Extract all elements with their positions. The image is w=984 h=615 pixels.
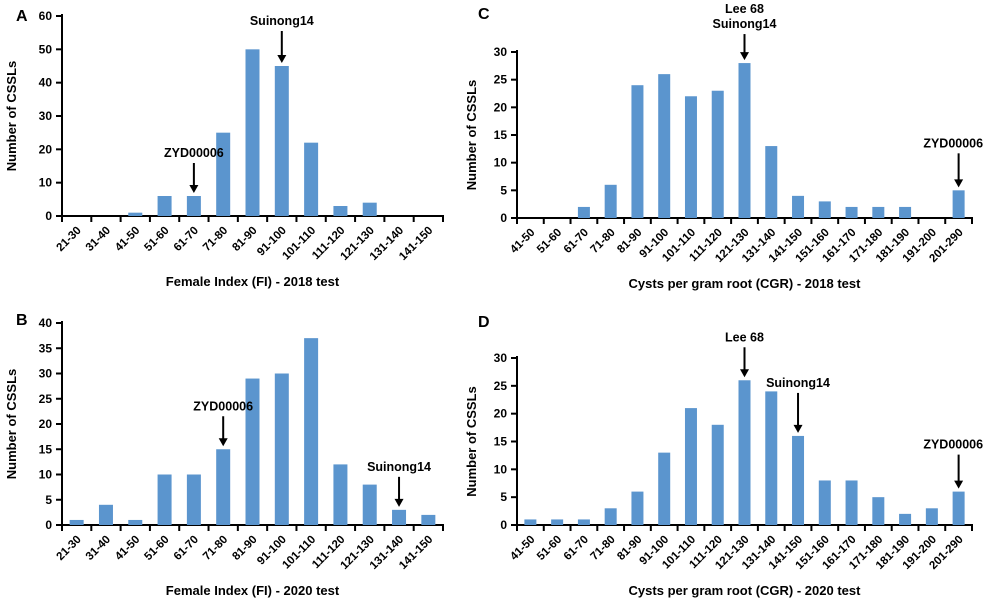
svg-text:50: 50	[39, 42, 53, 56]
panel-label-c: C	[478, 6, 490, 23]
svg-text:21-30: 21-30	[54, 534, 83, 563]
svg-text:25: 25	[494, 379, 508, 393]
svg-text:71-80: 71-80	[589, 227, 618, 256]
svg-text:ZYD00006: ZYD00006	[923, 438, 983, 452]
svg-text:61-70: 61-70	[172, 534, 201, 563]
svg-text:20: 20	[494, 407, 508, 421]
svg-text:Number of CSSLs: Number of CSSLs	[4, 61, 19, 172]
svg-text:5: 5	[45, 493, 52, 507]
svg-text:ZYD00006: ZYD00006	[923, 136, 983, 150]
svg-text:Cysts per gram root (CGR) -: Cysts per gram root (CGR) - 2018 test	[629, 276, 862, 291]
histogram-fi-2018: 0 10 20 30 40 50 60 21-30 31-40 41-50 51-60 61-70 71…	[4, 9, 444, 289]
svg-text:61-70: 61-70	[562, 534, 591, 563]
panel-label-d: D	[478, 314, 490, 331]
panel-label-a: A	[16, 8, 28, 25]
svg-text:51-60: 51-60	[535, 534, 564, 563]
svg-text:31-40: 31-40	[84, 534, 113, 563]
svg-text:0: 0	[45, 209, 52, 223]
svg-text:20: 20	[39, 417, 53, 431]
svg-text:71-80: 71-80	[201, 225, 230, 254]
svg-text:Suinong14: Suinong14	[766, 376, 830, 390]
svg-text:25: 25	[494, 73, 508, 87]
svg-text:0: 0	[45, 518, 52, 532]
svg-text:0: 0	[500, 211, 507, 225]
svg-text:10: 10	[39, 176, 53, 190]
svg-text:51-60: 51-60	[535, 227, 564, 256]
svg-text:Suinong14: Suinong14	[250, 14, 314, 28]
svg-text:21-30: 21-30	[54, 225, 83, 254]
svg-text:30: 30	[39, 109, 53, 123]
svg-text:25: 25	[39, 392, 53, 406]
panel-b: 0 5 10 15 20 25 30 35 40 21-30 31-40 41-50 51-60 61-7…	[0, 300, 460, 615]
svg-text:60: 60	[39, 9, 53, 23]
svg-text:40: 40	[39, 76, 53, 90]
svg-text:Cysts per gram root (CGR) -: Cysts per gram root (CGR) - 2020 test	[629, 583, 862, 598]
svg-text:20: 20	[494, 100, 508, 114]
svg-text:Suinong14: Suinong14	[713, 17, 777, 31]
svg-text:10: 10	[39, 468, 53, 482]
svg-text:41-50: 41-50	[508, 227, 537, 256]
histogram-cgr-2018: 05101520253041-5051-6061-7071-8081-9091-…	[464, 2, 983, 291]
svg-text:41-50: 41-50	[508, 534, 537, 563]
svg-text:Number of CSSLs: Number of CSSLs	[464, 386, 479, 497]
svg-text:Number of CSSLs: Number of CSSLs	[464, 80, 479, 191]
svg-text:15: 15	[494, 435, 508, 449]
svg-text:Lee 68: Lee 68	[725, 2, 764, 16]
histogram-cgr-2020: 05101520253041-5051-6061-7071-8081-9091-…	[464, 330, 983, 598]
svg-text:35: 35	[39, 341, 53, 355]
panel-c: 0 5 10 15 20 25 30 41-50 51-60 61-70 71-80 81-90 91-…	[460, 0, 984, 300]
svg-text:31-40: 31-40	[84, 225, 113, 254]
svg-text:10: 10	[494, 462, 508, 476]
svg-text:40: 40	[39, 316, 53, 330]
svg-text:ZYD00006: ZYD00006	[193, 399, 253, 413]
svg-text:71-80: 71-80	[201, 534, 230, 563]
svg-text:5: 5	[500, 183, 507, 197]
svg-text:15: 15	[39, 442, 53, 456]
svg-text:Lee 68: Lee 68	[725, 330, 764, 344]
svg-text:ZYD00006: ZYD00006	[164, 146, 224, 160]
svg-text:61-70: 61-70	[562, 227, 591, 256]
svg-text:Suinong14: Suinong14	[367, 460, 431, 474]
svg-text:0: 0	[500, 518, 507, 532]
panel-a: 0 10 20 30 40 50 60 21-30 31-40 41-50 51-60 61-70 71…	[0, 0, 460, 300]
panel-d: 0 5 10 15 20 25 30 41-50 51-60 61-70 71-80 81-90 91-…	[460, 300, 984, 615]
svg-text:5: 5	[500, 490, 507, 504]
svg-text:30: 30	[494, 351, 508, 365]
svg-text:15: 15	[494, 128, 508, 142]
svg-text:30: 30	[494, 45, 508, 59]
svg-text:Female Index (FI) - 2018 test: Female Index (FI) - 2018 test	[166, 274, 340, 289]
histogram-fi-2020: 0 5 10 15 20 25 30 35 40 21-30 31-40 41-50 51-60 61-7…	[4, 316, 444, 598]
svg-text:41-50: 41-50	[113, 225, 142, 254]
svg-text:30: 30	[39, 367, 53, 381]
svg-text:71-80: 71-80	[589, 534, 618, 563]
panel-label-b: B	[16, 312, 28, 329]
svg-text:Female Index (FI) - 2020 test: Female Index (FI) - 2020 test	[166, 583, 340, 598]
svg-text:51-60: 51-60	[142, 225, 171, 254]
svg-text:10: 10	[494, 156, 508, 170]
svg-text:51-60: 51-60	[142, 534, 171, 563]
svg-text:41-50: 41-50	[113, 534, 142, 563]
svg-text:20: 20	[39, 142, 53, 156]
svg-text:61-70: 61-70	[172, 225, 201, 254]
svg-text:Number of CSSLs: Number of CSSLs	[4, 369, 19, 480]
